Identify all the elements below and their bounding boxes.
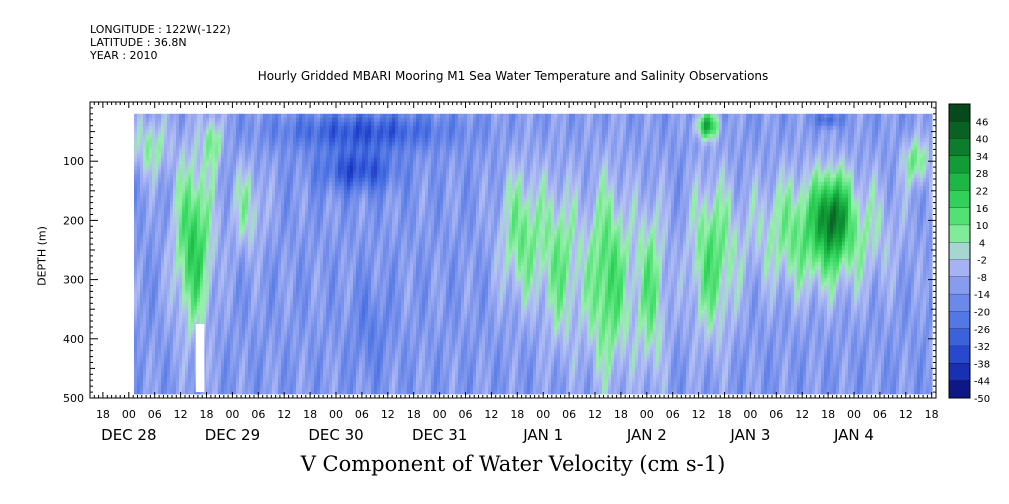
colorbar-label: 22 [976,187,989,198]
colorbar-swatch [949,139,970,157]
colorbar-label: -26 [974,325,990,336]
colorbar-label: -32 [974,342,990,353]
x-tick-label: 12 [899,408,913,421]
colorbar-swatch [949,329,970,347]
colorbar-label: 34 [976,152,989,163]
x-tick-label: 18 [614,408,628,421]
x-tick-label: 00 [847,408,861,421]
x-tick-label: 12 [692,408,706,421]
colorbar-swatch [949,173,970,191]
x-tick-label: 00 [536,408,550,421]
velocity-heatmap-chart: 18 00 06 12 18 00 06 12 18 00 06 12 18 00 06 12 18 00 06 12… [0,0,1009,504]
colorbar-label: -20 [974,308,990,319]
x-tick-label: 12 [588,408,602,421]
colorbar: 46 40 34 28 22 16 10 4 -2 -8 -14 -20 -26 -32 -38 -44 -50 [949,104,990,405]
colorbar-swatch [949,312,970,330]
y-tick-label: 200 [63,214,84,227]
colorbar-swatch [949,260,970,278]
colorbar-swatch [949,242,970,260]
x-tick-label: 00 [433,408,447,421]
colorbar-label: -2 [977,256,987,267]
x-tick-label: 18 [821,408,835,421]
colorbar-swatch [949,104,970,122]
colorbar-label: -38 [974,359,990,370]
x-date-label: JAN 1 [522,426,563,444]
colorbar-label: 10 [976,221,989,232]
y-tick-label: 400 [63,333,84,346]
colorbar-label: 46 [976,117,989,128]
x-tick-label: 00 [640,408,654,421]
x-date-label: JAN 4 [833,426,874,444]
x-tick-label: 06 [666,408,680,421]
x-tick-label: 18 [407,408,421,421]
colorbar-swatch [949,346,970,364]
colorbar-swatch [949,156,970,174]
colorbar-swatch [949,294,970,312]
x-tick-label: 12 [174,408,188,421]
heatmap-field [134,114,933,395]
x-date-label: DEC 29 [205,426,260,444]
x-date-label: JAN 3 [729,426,770,444]
x-tick-label: 18 [718,408,732,421]
x-tick-label: 06 [251,408,265,421]
colorbar-swatch [949,225,970,243]
x-tick-label: 18 [303,408,317,421]
colorbar-label: 16 [976,204,989,215]
x-tick-label: 06 [769,408,783,421]
x-tick-label: 18 [200,408,214,421]
y-tick-label: 300 [63,274,84,287]
x-tick-label: 06 [873,408,887,421]
x-tick-label: 06 [562,408,576,421]
x-tick-label: 00 [225,408,239,421]
x-tick-label: 00 [122,408,136,421]
colorbar-swatch [949,191,970,209]
colorbar-label: 28 [976,169,989,180]
colorbar-swatch [949,277,970,295]
colorbar-swatch [949,381,970,399]
y-tick-label: 500 [63,392,84,405]
x-tick-label: 00 [329,408,343,421]
x-tick-label: 00 [743,408,757,421]
y-tick-label: 100 [63,155,84,168]
colorbar-label: 4 [979,238,985,249]
colorbar-swatch [949,121,970,139]
x-tick-label: 12 [381,408,395,421]
colorbar-swatch [949,363,970,381]
data-gap [196,324,205,392]
x-tick-label: 12 [484,408,498,421]
colorbar-swatch [949,208,970,226]
colorbar-label: 40 [976,135,989,146]
x-tick-label: 18 [510,408,524,421]
x-tick-label: 06 [459,408,473,421]
colorbar-label: -50 [974,394,990,405]
x-tick-label: 12 [277,408,291,421]
x-date-label: DEC 31 [412,426,467,444]
x-tick-label: 06 [355,408,369,421]
x-tick-label: 12 [795,408,809,421]
x-date-label: JAN 2 [626,426,667,444]
colorbar-label: -14 [974,290,990,301]
x-tick-label: 06 [148,408,162,421]
x-tick-label: 18 [925,408,939,421]
x-date-label: DEC 30 [308,426,363,444]
x-tick-label: 18 [96,408,110,421]
colorbar-label: -8 [977,273,987,284]
colorbar-label: -44 [974,377,990,388]
x-date-label: DEC 28 [101,426,156,444]
